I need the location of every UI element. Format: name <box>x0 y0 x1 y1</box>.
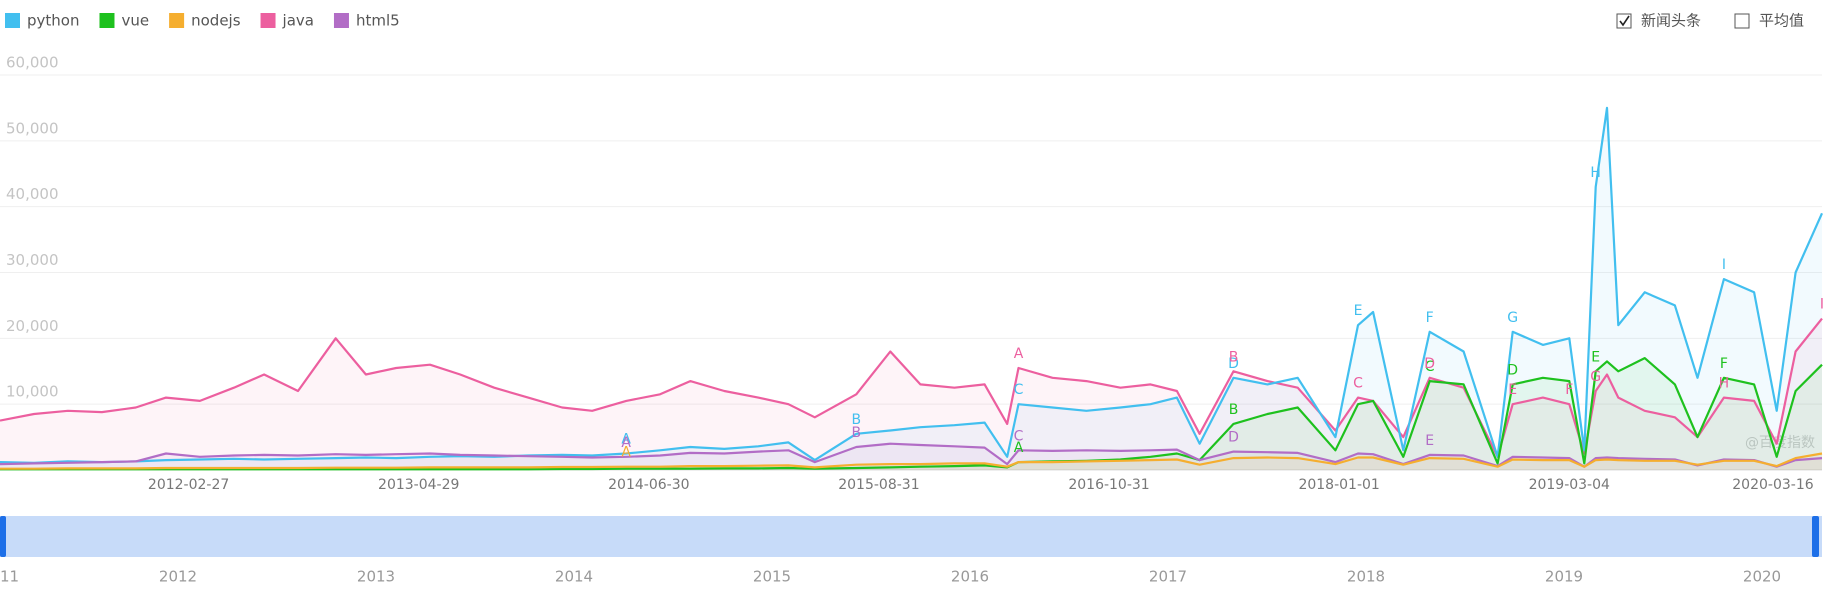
legend-label[interactable]: html5 <box>356 12 400 30</box>
y-tick-label: 50,000 <box>6 119 59 137</box>
legend-item[interactable]: java <box>260 12 314 30</box>
zoom-slider[interactable] <box>0 516 1822 557</box>
x-tick-label: 2013-04-29 <box>378 477 459 493</box>
x-tick-label: 2018-01-01 <box>1298 477 1379 493</box>
legend-label[interactable]: nodejs <box>191 12 241 30</box>
annotation: A <box>621 432 631 448</box>
legend-label[interactable]: python <box>27 12 79 30</box>
annotation: H <box>1719 376 1730 392</box>
slider-label: 11 <box>0 568 19 586</box>
y-tick-label: 10,000 <box>6 383 59 401</box>
legend-label[interactable]: vue <box>121 12 149 30</box>
x-tick-label: 2016-10-31 <box>1068 477 1149 493</box>
y-tick-label: 30,000 <box>6 251 59 269</box>
annotation: I <box>1722 257 1726 273</box>
slider-handle[interactable] <box>1812 516 1819 557</box>
annotation: F <box>1720 356 1728 372</box>
series-line <box>0 452 1823 470</box>
annotation: G <box>1590 369 1601 385</box>
legend-swatch[interactable] <box>5 13 20 28</box>
annotation: C <box>1014 382 1024 398</box>
area-fill <box>0 107 1822 471</box>
checkbox-label[interactable]: 平均值 <box>1759 12 1804 30</box>
annotation: B <box>851 412 861 428</box>
x-tick-label: 2019-03-04 <box>1529 477 1610 493</box>
x-tick-label: 2012-02-27 <box>148 477 229 493</box>
legend-item[interactable]: python <box>5 12 79 30</box>
annotation: G <box>1507 310 1518 326</box>
slider-handle[interactable] <box>0 516 6 557</box>
annotation: D <box>1424 356 1435 372</box>
checkbox[interactable]: 新闻头条 <box>1616 12 1701 30</box>
slider-label: 2019 <box>1545 568 1583 586</box>
annotation: F <box>1426 310 1434 326</box>
annotation: F <box>1565 382 1573 398</box>
annotation: A <box>621 435 631 451</box>
annotation: D <box>1507 362 1518 378</box>
annotation: E <box>1508 382 1517 398</box>
checkbox-label[interactable]: 新闻头条 <box>1641 12 1701 30</box>
x-tick-label: 2020-03-16 <box>1732 477 1813 493</box>
legend-swatch[interactable] <box>333 13 349 28</box>
checkbox[interactable]: 平均值 <box>1734 12 1804 30</box>
legend-swatch[interactable] <box>169 13 185 28</box>
annotation: A <box>621 445 631 461</box>
legend-item[interactable]: vue <box>99 12 149 30</box>
slider-label: 2014 <box>555 568 593 586</box>
legend-item[interactable]: html5 <box>333 12 400 30</box>
slider-label: 2013 <box>357 568 395 586</box>
annotation: D <box>1228 356 1239 372</box>
legend-label[interactable]: java <box>282 12 314 30</box>
annotation: A <box>1014 346 1024 362</box>
legend-item[interactable]: nodejs <box>169 12 241 30</box>
annotation: E <box>1425 433 1434 449</box>
area-fill <box>0 318 1822 470</box>
legend-swatch[interactable] <box>99 13 115 28</box>
annotation: C <box>1425 359 1435 375</box>
slider-label: 2012 <box>159 568 197 586</box>
annotation: I <box>1820 297 1824 313</box>
y-tick-label: 40,000 <box>6 185 59 203</box>
x-tick-label: 2014-06-30 <box>608 477 689 493</box>
annotation: A <box>1014 440 1024 456</box>
x-tick-label: 2015-08-31 <box>838 477 919 493</box>
annotation: H <box>1590 165 1601 181</box>
y-tick-label: 60,000 <box>6 54 59 72</box>
slider-label: 2020 <box>1743 568 1781 586</box>
slider-label: 2015 <box>753 568 791 586</box>
annotation: B <box>1229 402 1239 418</box>
annotation: D <box>1228 430 1239 446</box>
annotation: E <box>1354 303 1363 319</box>
annotation: C <box>1353 376 1363 392</box>
slider-label: 2018 <box>1347 568 1385 586</box>
annotation: C <box>1014 428 1024 444</box>
y-tick-label: 20,000 <box>6 317 59 335</box>
slider-label: 2016 <box>951 568 989 586</box>
series-line <box>0 106 1824 464</box>
annotation: E <box>1591 349 1600 365</box>
annotation: B <box>1229 349 1239 365</box>
area-fill <box>0 358 1822 470</box>
legend-swatch[interactable] <box>260 13 276 28</box>
checkbox-box[interactable] <box>1734 13 1750 29</box>
slider-label: 2017 <box>1149 568 1187 586</box>
annotation: B <box>851 425 861 441</box>
checkbox-check[interactable] <box>1619 15 1630 27</box>
area-fill <box>0 443 1822 470</box>
